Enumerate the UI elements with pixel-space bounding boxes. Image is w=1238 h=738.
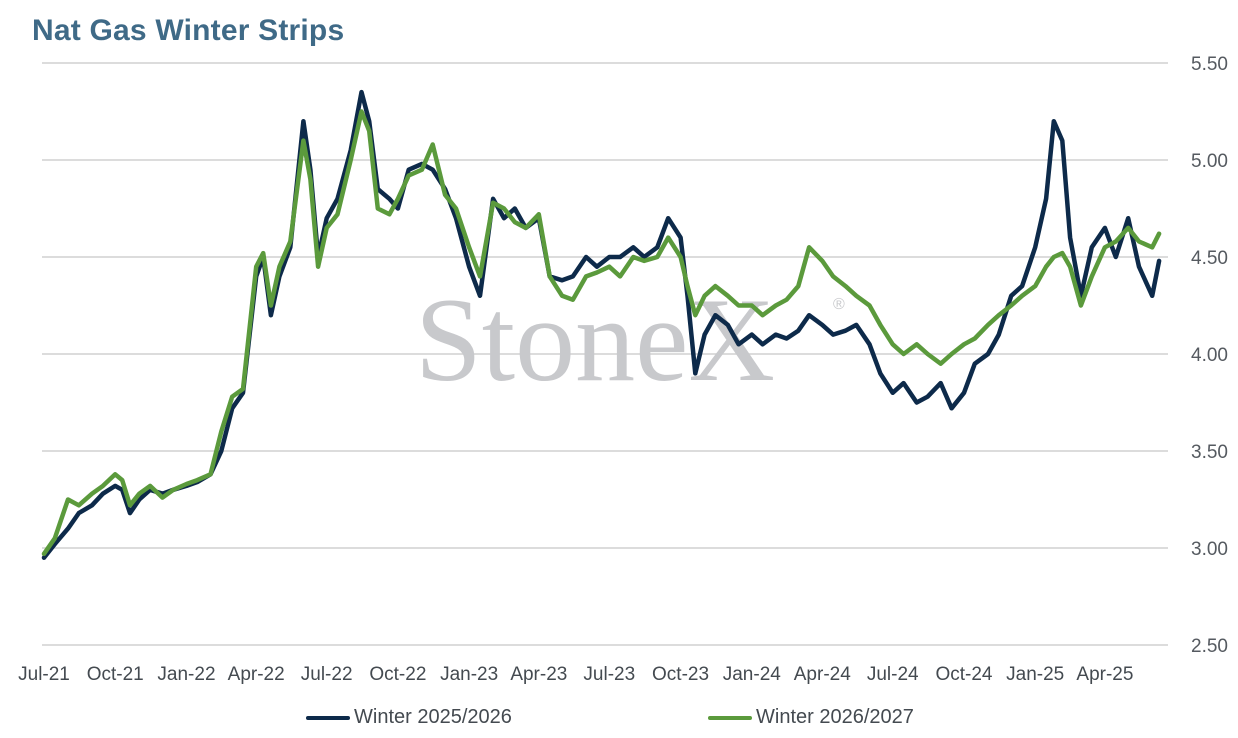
y-tick-label: 5.50	[1191, 54, 1228, 75]
series-line-2	[41, 109, 1162, 557]
watermark-registered-mark: ®	[833, 296, 845, 313]
y-tick-label: 3.50	[1191, 442, 1228, 463]
x-tick-label: Jan-25	[1006, 664, 1064, 685]
x-tick-label: Jan-23	[440, 664, 498, 685]
x-tick-label: Apr-22	[228, 664, 285, 685]
x-tick-label: Jul-21	[18, 664, 70, 685]
chart-plot: 5.50 5.00 4.50 4.00 3.50 3.00 2.50 StoneX ® Ju…	[18, 54, 1228, 685]
legend-swatch-series-1	[306, 715, 350, 720]
y-tick-label: 3.00	[1191, 539, 1228, 560]
legend-item-series-2: Winter 2026/2027	[708, 706, 914, 729]
x-tick-label: Oct-22	[369, 664, 426, 685]
x-axis-ticks: Jul-21 Oct-21 Jan-22 Apr-22 Jul-22 Oct-22 Jan-…	[18, 664, 1133, 685]
y-axis-ticks: 5.50 5.00 4.50 4.00 3.50 3.00 2.50	[1191, 54, 1228, 657]
legend: Winter 2025/2026 Winter 2026/2027	[0, 706, 1238, 732]
watermark-logo: StoneX	[415, 273, 775, 406]
x-tick-label: Jul-23	[583, 664, 635, 685]
y-tick-label: 2.50	[1191, 636, 1228, 657]
x-tick-label: Apr-23	[510, 664, 567, 685]
x-tick-label: Jan-22	[157, 664, 215, 685]
x-tick-label: Jan-24	[723, 664, 782, 685]
x-tick-label: Jul-24	[867, 664, 919, 685]
y-tick-label: 4.50	[1191, 248, 1228, 269]
y-tick-label: 4.00	[1191, 345, 1228, 366]
legend-swatch-series-2	[708, 715, 752, 720]
x-tick-label: Oct-23	[652, 664, 709, 685]
legend-label-series-1: Winter 2025/2026	[354, 706, 512, 728]
x-tick-label: Apr-24	[794, 664, 851, 685]
legend-label-series-2: Winter 2026/2027	[756, 706, 914, 728]
y-tick-label: 5.00	[1191, 151, 1228, 172]
series-line-1	[41, 89, 1162, 560]
x-tick-label: Apr-25	[1076, 664, 1133, 685]
grid-lines	[42, 62, 1168, 646]
x-tick-label: Oct-21	[87, 664, 144, 685]
x-tick-label: Jul-22	[301, 664, 353, 685]
x-tick-label: Oct-24	[935, 664, 992, 685]
chart-title: Nat Gas Winter Strips	[32, 14, 345, 47]
legend-item-series-1: Winter 2025/2026	[306, 706, 512, 729]
series-lines	[41, 89, 1162, 560]
